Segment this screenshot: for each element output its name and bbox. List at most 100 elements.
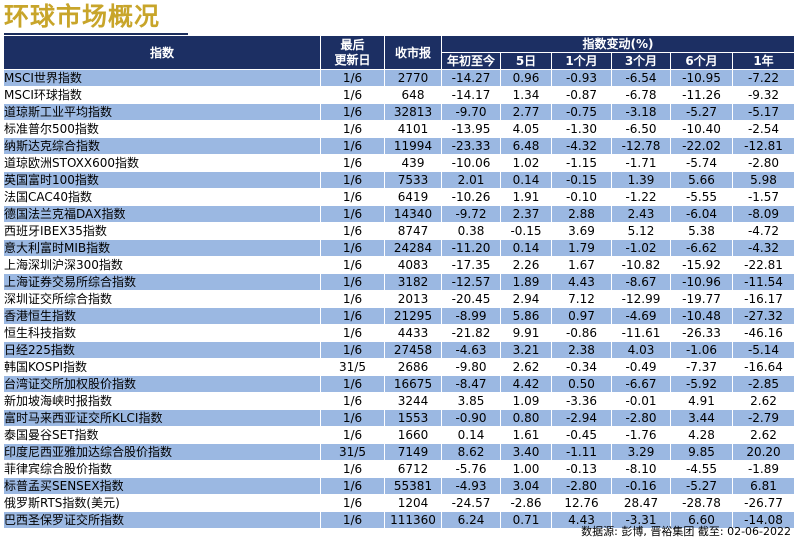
- change-cell: -9.32: [732, 86, 795, 104]
- last-update-cell: 1/6: [320, 392, 385, 410]
- change-cell: -12.99: [611, 290, 671, 308]
- change-cell: -20.45: [441, 290, 501, 308]
- change-cell: -9.70: [441, 103, 501, 121]
- source-note: 数据源: 彭博, 晋裕集团 截至: 02-06-2022: [581, 525, 791, 538]
- last-update-cell: 1/6: [320, 103, 385, 121]
- change-cell: 6.81: [732, 477, 795, 495]
- close-cell: 1553: [384, 409, 442, 427]
- change-cell: 0.80: [500, 409, 552, 427]
- change-cell: 1.79: [551, 239, 612, 257]
- page-title: 环球市场概况: [4, 2, 161, 31]
- change-cell: 4.03: [611, 341, 671, 359]
- change-cell: -11.54: [732, 273, 795, 291]
- last-update-cell: 1/6: [320, 494, 385, 512]
- last-update-cell: 1/6: [320, 256, 385, 274]
- header-last-update: 最后 更新日: [320, 35, 385, 70]
- index-name-cell: 印度尼西亚雅加达综合股价指数: [3, 443, 321, 461]
- close-cell: 2770: [384, 69, 442, 87]
- change-cell: 5.66: [670, 171, 733, 189]
- change-cell: -2.80: [551, 477, 612, 495]
- close-cell: 6712: [384, 460, 442, 478]
- change-cell: -1.89: [732, 460, 795, 478]
- header-close: 收市报: [384, 35, 442, 70]
- change-cell: -2.85: [732, 375, 795, 393]
- change-cell: -6.04: [670, 205, 733, 223]
- last-update-cell: 1/6: [320, 171, 385, 189]
- change-cell: 4.28: [670, 426, 733, 444]
- change-cell: -14.17: [441, 86, 501, 104]
- change-cell: -0.01: [611, 392, 671, 410]
- index-name-cell: 菲律宾综合股价指数: [3, 460, 321, 478]
- close-cell: 3244: [384, 392, 442, 410]
- index-name-cell: MSCI世界指数: [3, 69, 321, 87]
- change-cell: -5.27: [670, 477, 733, 495]
- change-cell: -7.37: [670, 358, 733, 376]
- index-name-cell: 韩国KOSPI指数: [3, 358, 321, 376]
- change-cell: -0.13: [551, 460, 612, 478]
- table-row: 新加坡海峡时报指数 1/6 3244 3.85 1.09 -3.36 -0.01 4.91 2.…: [3, 392, 795, 410]
- change-cell: 0.38: [441, 222, 501, 240]
- change-cell: 0.50: [551, 375, 612, 393]
- change-cell: 3.04: [500, 477, 552, 495]
- change-cell: -0.87: [551, 86, 612, 104]
- close-cell: 7533: [384, 171, 442, 189]
- change-cell: -11.26: [670, 86, 733, 104]
- change-cell: 12.76: [551, 494, 612, 512]
- change-cell: -5.14: [732, 341, 795, 359]
- change-cell: 4.91: [670, 392, 733, 410]
- change-cell: 5.12: [611, 222, 671, 240]
- change-cell: 8.62: [441, 443, 501, 461]
- change-cell: -0.10: [551, 188, 612, 206]
- change-cell: 1.61: [500, 426, 552, 444]
- change-cell: -6.67: [611, 375, 671, 393]
- close-cell: 8747: [384, 222, 442, 240]
- table-row: 西班牙IBEX35指数 1/6 8747 0.38 -0.15 3.69 5.12 5.38-…: [3, 222, 795, 240]
- last-update-cell: 1/6: [320, 137, 385, 155]
- last-update-cell: 1/6: [320, 409, 385, 427]
- header-period-1m: 1个月: [551, 52, 612, 70]
- table-row: 标准普尔500指数 1/6 4101 -13.95 4.05 -1.30 -6.50 -10.…: [3, 120, 795, 138]
- change-cell: -1.57: [732, 188, 795, 206]
- title-underline: [4, 33, 188, 35]
- change-cell: -4.72: [732, 222, 795, 240]
- change-cell: -1.30: [551, 120, 612, 138]
- change-cell: -2.80: [611, 409, 671, 427]
- last-update-cell: 31/5: [320, 358, 385, 376]
- change-cell: 6.24: [441, 511, 501, 529]
- change-cell: 0.14: [441, 426, 501, 444]
- change-cell: -5.76: [441, 460, 501, 478]
- change-cell: -16.64: [732, 358, 795, 376]
- table-row: 恒生科技指数 1/6 4433 -21.82 9.91 -0.86 -11.61 -26.33…: [3, 324, 795, 342]
- change-cell: -5.92: [670, 375, 733, 393]
- last-update-cell: 1/6: [320, 154, 385, 172]
- change-cell: -5.74: [670, 154, 733, 172]
- last-update-cell: 1/6: [320, 426, 385, 444]
- change-cell: -0.16: [611, 477, 671, 495]
- close-cell: 24284: [384, 239, 442, 257]
- table-row: 泰国曼谷SET指数 1/6 1660 0.14 1.61 -0.45 -1.76 4.28 2.…: [3, 426, 795, 444]
- close-cell: 21295: [384, 307, 442, 325]
- close-cell: 11994: [384, 137, 442, 155]
- change-cell: 2.01: [441, 171, 501, 189]
- change-cell: -1.11: [551, 443, 612, 461]
- change-cell: -2.94: [551, 409, 612, 427]
- index-name-cell: 标普孟买SENSEX指数: [3, 477, 321, 495]
- change-cell: -1.71: [611, 154, 671, 172]
- change-cell: 1.00: [500, 460, 552, 478]
- change-cell: 0.14: [500, 239, 552, 257]
- index-name-cell: 巴西圣保罗证交所指数: [3, 511, 321, 529]
- change-cell: -11.61: [611, 324, 671, 342]
- change-cell: -22.02: [670, 137, 733, 155]
- change-cell: -3.31: [611, 511, 671, 529]
- change-cell: -7.22: [732, 69, 795, 87]
- last-update-cell: 1/6: [320, 307, 385, 325]
- change-cell: -8.99: [441, 307, 501, 325]
- change-cell: -0.90: [441, 409, 501, 427]
- table-row: 日经225指数 1/6 27458 -4.63 3.21 2.38 4.03 -1.06 -5.…: [3, 341, 795, 359]
- change-cell: -14.27: [441, 69, 501, 87]
- header-last-update-line1: 最后: [340, 37, 365, 52]
- close-cell: 1204: [384, 494, 442, 512]
- change-cell: -4.55: [670, 460, 733, 478]
- change-cell: -1.02: [611, 239, 671, 257]
- table-row: 菲律宾综合股价指数 1/6 6712 -5.76 1.00 -0.13 -8.10 -4.55…: [3, 460, 795, 478]
